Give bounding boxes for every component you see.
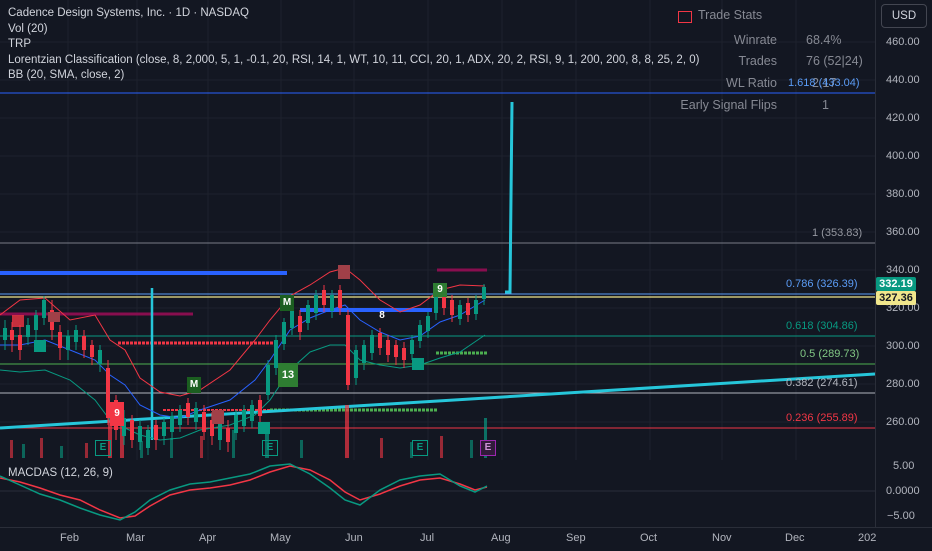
time-tick-feb: Feb [60,532,79,544]
stat-label-trades: Trades [738,54,777,68]
macd-title[interactable]: MACDAS (12, 26, 9) [8,467,113,479]
signal-marker-9b: 9 [110,402,124,426]
price-tick-440: 440.00 [886,74,920,86]
macd-tick-minus5: −5.00 [887,510,915,522]
price-tick-380: 380.00 [886,188,920,200]
price-tick-340: 340.00 [886,264,920,276]
time-axis[interactable] [0,527,932,551]
price-tick-460: 460.00 [886,36,920,48]
time-tick-next-year: 202 [858,532,877,544]
time-tick-jul: Jul [420,532,435,544]
price-tick-280: 280.00 [886,378,920,390]
stat-value-winrate: 68.4% [806,33,842,47]
trade-stats-title: Trade Stats [698,8,763,22]
signal-marker-9: 9 [433,283,447,297]
time-tick-nov: Nov [712,532,732,544]
fib-label-1618: 1.618 (433.04) [788,77,860,89]
price-tick-420: 420.00 [886,112,920,124]
signal-marker-8: 8 [379,310,385,321]
fib-label-05: 0.5 (289.73) [800,348,860,360]
indicator-legend: Cadence Design Systems, Inc. · 1D · NASD… [8,6,699,84]
fib-label-1: 1 (353.83) [812,227,863,239]
fib-label-0236: 0.236 (255.89) [786,412,858,424]
price-tick-320: 320.00 [886,302,920,314]
price-tick-400: 400.00 [886,150,920,162]
price-tick-260: 260.00 [886,416,920,428]
signal-marker-13: 13 [278,363,298,387]
currency-button[interactable]: USD [881,4,927,28]
fib-label-0786: 0.786 (326.39) [786,278,858,290]
earnings-marker-1[interactable]: E [95,440,111,456]
signal-marker-m1: M [187,377,201,393]
secondary-price-tag: 327.36 [876,291,916,305]
symbol-title[interactable]: Cadence Design Systems, Inc. · 1D · NASD… [8,7,249,19]
indicator-vol[interactable]: Vol (20) [8,22,48,35]
price-axis[interactable] [875,0,932,527]
stat-label-early-flips: Early Signal Flips [680,98,777,112]
macd-tick-0: 0.0000 [886,485,920,497]
stat-label-wl-ratio: WL Ratio [726,76,777,90]
signal-marker-m2: M [280,295,294,311]
stat-value-trades: 76 (52|24) [806,54,863,68]
time-tick-mar: Mar [126,532,145,544]
time-tick-sep: Sep [566,532,586,544]
macd-tick-5: 5.00 [893,460,915,472]
stat-value-wl-ratio: 2.17 [812,76,837,90]
time-tick-aug: Aug [491,532,511,544]
price-tick-360: 360.00 [886,226,920,238]
stat-label-winrate: Winrate [733,33,777,47]
time-tick-may: May [270,532,291,544]
earnings-marker-upcoming[interactable]: E [480,440,496,456]
time-tick-apr: Apr [199,532,217,544]
fib-label-0382: 0.382 (274.61) [786,377,858,389]
earnings-marker-2[interactable]: E [262,440,278,456]
indicator-trp[interactable]: TRP [8,38,31,50]
fib-label-0618: 0.618 (304.86) [786,320,858,332]
stat-value-early-flips: 1 [822,98,829,112]
trade-stats-icon [678,11,692,23]
indicator-lorentzian[interactable]: Lorentzian Classification (close, 8, 2,0… [8,53,700,66]
time-tick-oct: Oct [640,532,658,544]
time-tick-dec: Dec [785,532,805,544]
indicator-bb[interactable]: BB (20, SMA, close, 2) [8,69,125,81]
earnings-marker-3[interactable]: E [412,440,428,456]
last-price-tag: 332.19 [876,277,916,291]
time-tick-jun: Jun [345,532,363,544]
price-tick-300: 300.00 [886,340,920,352]
